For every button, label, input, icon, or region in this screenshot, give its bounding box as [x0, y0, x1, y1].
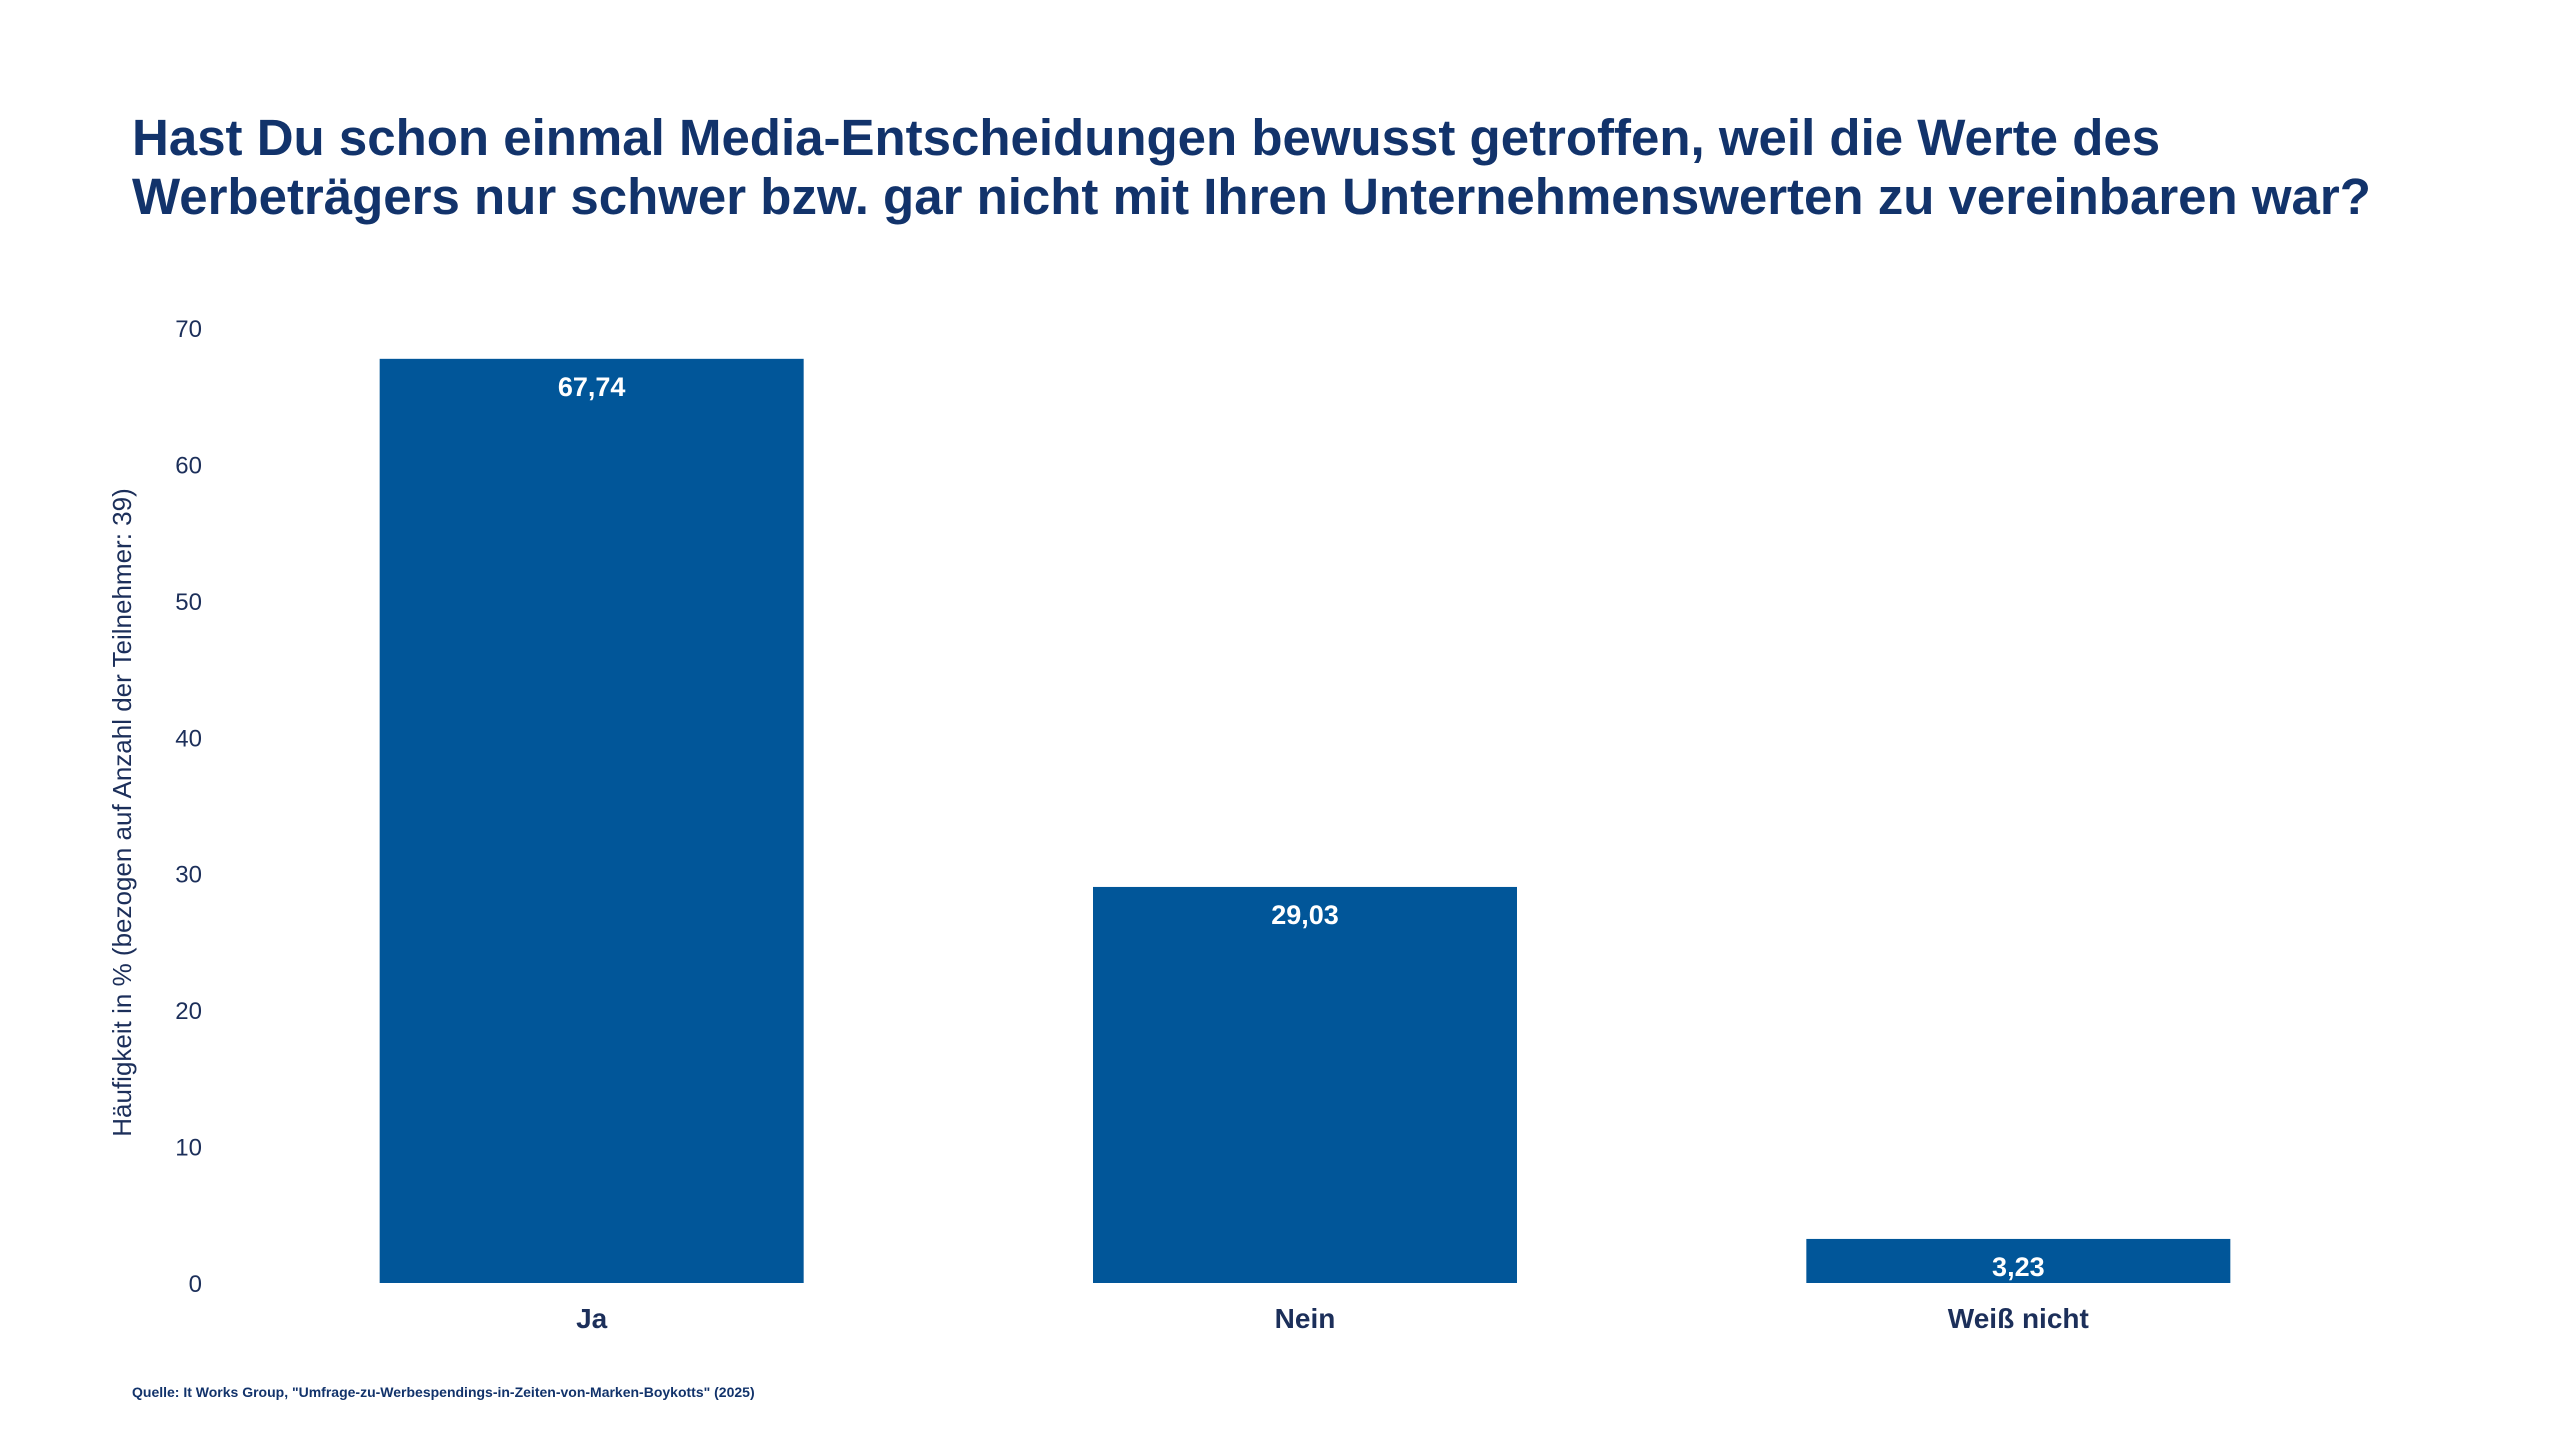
y-axis-title: Häufigkeit in % (bezogen auf Anzahl der … [107, 488, 137, 1136]
data-label: 67,74 [558, 372, 626, 402]
x-tick-label: Nein [1275, 1303, 1336, 1334]
bar-1 [380, 359, 804, 1283]
y-tick-label: 50 [175, 589, 202, 616]
data-label: 29,03 [1271, 900, 1339, 930]
data-label: 3,23 [1992, 1252, 2045, 1282]
y-axis: 0 10 20 30 40 50 60 70 [175, 316, 202, 1298]
y-tick-label: 70 [175, 316, 202, 343]
y-tick-label: 30 [175, 862, 202, 889]
y-tick-label: 10 [175, 1135, 202, 1162]
x-tick-label: Weiß nicht [1948, 1303, 2089, 1334]
x-axis: Ja Nein Weiß nicht [576, 1303, 2089, 1334]
bars [380, 359, 2231, 1283]
y-tick-label: 60 [175, 452, 202, 479]
y-tick-label: 0 [189, 1271, 202, 1298]
bar-2 [1093, 887, 1517, 1283]
y-tick-label: 20 [175, 998, 202, 1025]
bar-chart: 0 10 20 30 40 50 60 70 Häufigkeit in % (bezogen… [0, 0, 2560, 1440]
y-tick-label: 40 [175, 725, 202, 752]
x-tick-label: Ja [576, 1303, 608, 1334]
source-note: Quelle: It Works Group, "Umfrage-zu-Werb… [132, 1384, 755, 1400]
